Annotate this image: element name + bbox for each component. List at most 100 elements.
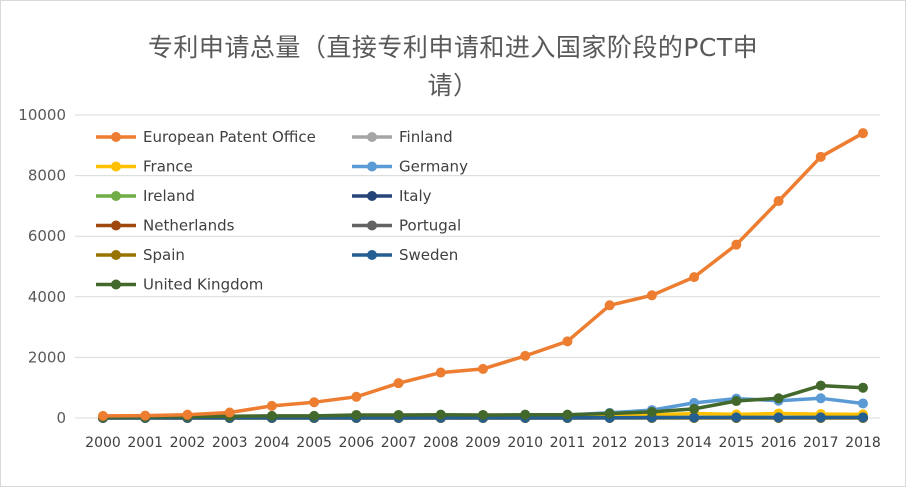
- data-point: [646, 290, 657, 301]
- x-tick-label: 2013: [634, 435, 670, 451]
- legend-swatch-marker: [367, 220, 377, 231]
- legend-label: Netherlands: [143, 217, 235, 235]
- legend-swatch-marker: [367, 250, 377, 260]
- y-tick-label: 2000: [28, 348, 66, 366]
- data-point: [689, 412, 700, 423]
- x-tick-label: 2006: [339, 435, 375, 451]
- x-tick-label: 2001: [127, 435, 163, 451]
- legend-swatch-marker: [111, 191, 121, 201]
- legend-item: Finland: [352, 128, 453, 146]
- legend-label: Germany: [399, 158, 468, 176]
- legend-swatch-marker: [111, 279, 121, 290]
- legend-swatch-marker: [111, 161, 121, 172]
- data-point: [773, 412, 784, 423]
- y-axis-ticks: 0 2000 4000 6000 8000 10000: [18, 106, 66, 427]
- data-point: [393, 378, 404, 389]
- x-tick-label: 2016: [761, 435, 797, 451]
- series-lines: [98, 128, 868, 423]
- x-tick-label: 2011: [550, 435, 586, 451]
- data-point: [351, 391, 362, 402]
- y-tick-label: 8000: [28, 167, 66, 185]
- gridlines: [75, 114, 880, 419]
- data-point: [435, 409, 446, 420]
- legend-item: United Kingdom: [96, 276, 263, 294]
- legend-item: Sweden: [352, 246, 458, 264]
- legend-label: France: [143, 158, 193, 176]
- legend-item: Spain: [96, 246, 185, 264]
- x-tick-label: 2003: [212, 435, 248, 451]
- legend-label: Sweden: [399, 246, 458, 264]
- data-point: [520, 409, 531, 420]
- legend-swatch-marker: [111, 132, 121, 142]
- x-tick-label: 2014: [676, 435, 712, 451]
- data-point: [562, 336, 573, 347]
- data-point: [98, 410, 108, 421]
- data-point: [478, 363, 488, 374]
- data-point: [520, 350, 531, 361]
- x-tick-label: 2004: [254, 435, 290, 451]
- y-tick-label: 6000: [28, 227, 66, 245]
- y-tick-label: 4000: [28, 288, 66, 306]
- legend-item: Portugal: [352, 217, 461, 235]
- legend-swatch-marker: [111, 220, 121, 231]
- legend-item: Netherlands: [96, 217, 235, 235]
- data-point: [815, 380, 826, 391]
- series-european-patent-office: [98, 128, 868, 421]
- data-point: [858, 412, 868, 423]
- data-point: [815, 151, 826, 162]
- data-point: [731, 396, 742, 407]
- data-point: [858, 382, 868, 393]
- x-tick-label: 2005: [296, 435, 332, 451]
- legend-swatch-marker: [111, 250, 121, 260]
- x-tick-label: 2008: [423, 435, 459, 451]
- x-tick-label: 2012: [592, 435, 628, 451]
- data-point: [815, 393, 826, 404]
- x-tick-label: 2009: [465, 435, 501, 451]
- data-point: [731, 239, 742, 250]
- data-point: [309, 397, 320, 408]
- data-point: [351, 409, 362, 420]
- data-point: [224, 407, 235, 418]
- legend-item: Germany: [352, 158, 468, 176]
- y-tick-label: 0: [56, 409, 66, 427]
- legend-swatch-marker: [367, 191, 377, 201]
- data-point: [182, 409, 193, 420]
- legend-label: Italy: [399, 187, 432, 205]
- data-point: [858, 398, 868, 409]
- legend-item: Ireland: [96, 187, 195, 205]
- data-point: [858, 128, 868, 139]
- data-point: [393, 409, 404, 420]
- x-tick-label: 2017: [803, 435, 839, 451]
- data-point: [731, 412, 742, 423]
- legend-item: France: [96, 158, 193, 176]
- x-tick-label: 2015: [719, 435, 755, 451]
- data-point: [478, 409, 488, 420]
- legend-label: Portugal: [399, 217, 461, 235]
- x-tick-label: 2010: [507, 435, 543, 451]
- data-point: [773, 393, 784, 404]
- data-point: [604, 300, 615, 311]
- data-point: [646, 406, 657, 417]
- legend-swatch-marker: [367, 161, 377, 172]
- legend-label: Finland: [399, 128, 453, 146]
- data-point: [562, 409, 573, 420]
- legend-label: Ireland: [143, 187, 195, 205]
- data-point: [266, 400, 277, 411]
- x-tick-label: 2007: [381, 435, 417, 451]
- legend-item: Italy: [352, 187, 432, 205]
- chart-title-line-2: 请）: [427, 71, 479, 100]
- legend-label: United Kingdom: [143, 276, 263, 294]
- legend-swatch-marker: [367, 132, 377, 142]
- data-point: [604, 408, 615, 419]
- data-point: [266, 410, 277, 421]
- x-axis-ticks: 2000 2001 2002 2003 2004 2005 2006 2007 2008 2009…: [85, 435, 881, 451]
- x-tick-label: 2000: [85, 435, 121, 451]
- data-point: [309, 410, 320, 421]
- legend-item: European Patent Office: [96, 128, 316, 146]
- x-tick-label: 2002: [170, 435, 206, 451]
- data-point: [773, 196, 784, 207]
- data-point: [689, 272, 700, 283]
- y-tick-label: 10000: [18, 106, 66, 124]
